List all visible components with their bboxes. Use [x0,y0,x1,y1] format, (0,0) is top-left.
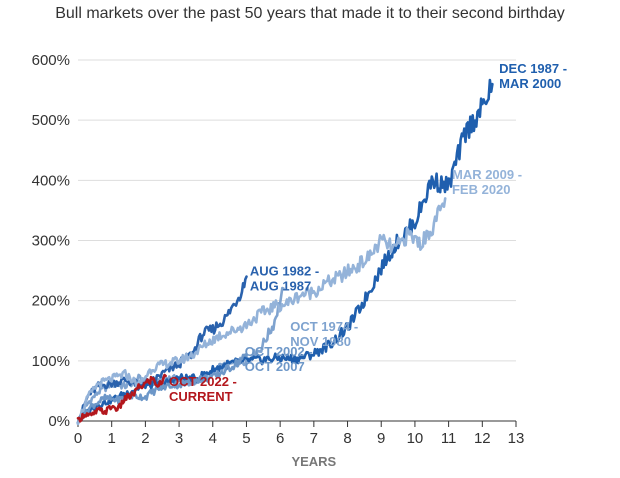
x-tick-label: 10 [407,430,424,447]
y-tick-label: 400% [32,172,70,189]
x-tick-label: 11 [441,430,457,447]
x-tick-label: 0 [74,430,82,447]
y-tick-label: 500% [32,112,70,129]
y-tick-label: 100% [32,353,70,370]
x-tick-label: 5 [242,430,250,447]
series-label: MAR 2009 -FEB 2020 [452,167,522,197]
x-tick-label: 7 [310,430,318,447]
x-tick-label: 9 [377,430,385,447]
y-axis-tick-labels: 0% 100% 200% 300% 400% 500% 600% [32,52,70,430]
x-tick-label: 13 [508,430,525,447]
y-tick-label: 600% [32,52,70,69]
x-tick-label: 4 [209,430,217,447]
x-tick-label: 1 [108,430,116,447]
series-label: OCT 1974 -NOV 1980 [290,319,358,349]
x-tick-label: 3 [175,430,183,447]
series-line [76,275,248,425]
x-tick-label: 8 [343,430,351,447]
series-line [76,373,167,423]
grid-lines [78,59,516,362]
x-tick-label: 2 [141,430,149,447]
x-tick-label: 6 [276,430,284,447]
chart-title: Bull markets over the past 50 years that… [55,5,565,22]
y-tick-label: 0% [48,413,70,430]
axes [77,420,517,427]
series-line [76,78,494,424]
x-axis-label: YEARS [291,454,336,469]
x-tick-label: 12 [474,430,491,447]
y-tick-label: 300% [32,233,70,250]
series-label: AUG 1982 -AUG 1987 [250,263,319,293]
series-label: OCT 2022 -CURRENT [169,374,237,404]
series-labels: OCT 1974 -NOV 1980 AUG 1982 -AUG 1987 DEC … [169,61,567,404]
y-tick-label: 200% [32,293,70,310]
series-label: OCT 2002 -OCT 2007 [245,344,313,374]
x-axis-tick-labels: 0 1 2 3 4 5 6 7 8 9 10 11 12 13 [74,430,525,447]
series-line [76,197,447,425]
series-lines [76,78,494,425]
series-label: DEC 1987 -MAR 2000 [499,61,567,91]
